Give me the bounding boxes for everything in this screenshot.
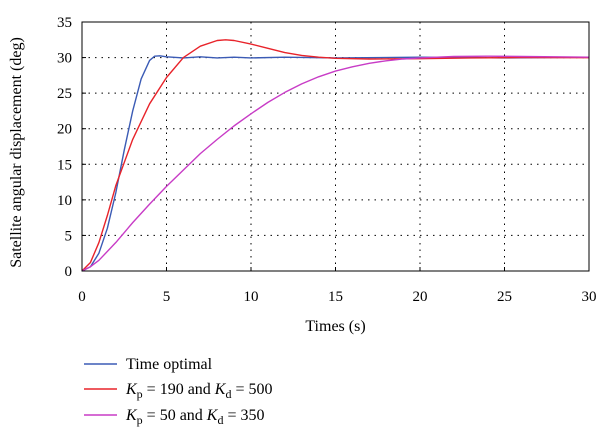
legend-label-2: Kp = 190 and Kd = 500 <box>125 381 273 401</box>
grid <box>82 22 589 271</box>
series-layer <box>81 39 590 272</box>
x-tick-label: 5 <box>163 289 171 305</box>
y-axis-ticks: 0 5 10 15 20 25 30 35 <box>57 15 86 280</box>
y-tick-label: 5 <box>65 228 73 244</box>
legend-label-part: p <box>137 387 143 401</box>
legend-label-part: K <box>214 381 227 398</box>
x-tick-label: 0 <box>78 289 86 305</box>
x-tick-label: 15 <box>328 289 343 305</box>
legend-label-1: Time optimal <box>126 356 213 373</box>
x-tick-label: 25 <box>497 289 512 305</box>
legend-label-part: = 500 <box>231 381 272 398</box>
series-line-2 <box>81 39 590 272</box>
x-axis-ticks: 0 5 10 15 20 25 30 <box>78 267 597 305</box>
legend-label-part: d <box>225 387 231 401</box>
x-tick-label: 30 <box>582 289 597 305</box>
x-axis-title: Times (s) <box>305 318 365 335</box>
legend-label-part: K <box>125 381 138 398</box>
legend-label-part: = 350 <box>223 407 264 424</box>
y-tick-label: 20 <box>57 122 72 138</box>
legend-label-part: K <box>206 407 219 424</box>
legend-label-part: d <box>217 413 223 427</box>
y-tick-label: 15 <box>57 157 72 173</box>
legend-label-part: p <box>137 413 143 427</box>
y-tick-label: 10 <box>57 193 72 209</box>
series-line-1 <box>81 55 590 272</box>
y-tick-label: 25 <box>57 86 72 102</box>
series-line-3 <box>81 55 590 272</box>
y-axis-title: Satellite angular displacement (deg) <box>8 37 25 268</box>
y-tick-label: 35 <box>57 15 72 31</box>
x-tick-label: 10 <box>244 289 259 305</box>
y-tick-label: 30 <box>57 51 72 67</box>
legend-label-3: Kp = 50 and Kd = 350 <box>125 407 265 427</box>
legend-label-part: = 50 and <box>143 407 207 424</box>
y-tick-label: 0 <box>65 264 73 280</box>
legend-label-part: = 190 and <box>143 381 215 398</box>
legend-label-part: Time optimal <box>126 356 213 373</box>
legend-label-part: K <box>125 407 138 424</box>
x-tick-label: 20 <box>413 289 428 305</box>
